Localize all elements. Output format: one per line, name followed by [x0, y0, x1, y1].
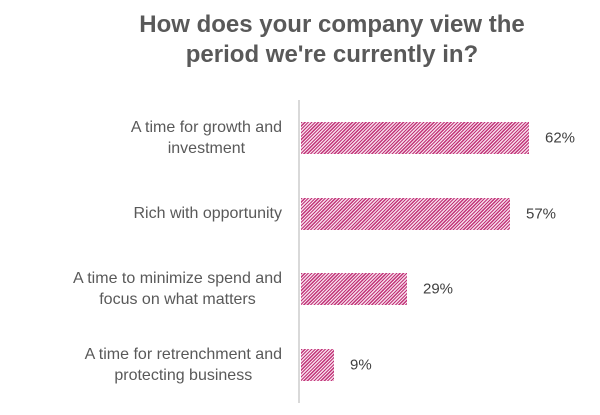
chart-row: A time to minimize spend and focus on wha…: [0, 252, 600, 328]
bar: [301, 197, 510, 230]
chart-row: A time for retrenchment and protecting bu…: [0, 327, 600, 403]
category-axis-line: [298, 100, 300, 403]
bar: [301, 349, 334, 382]
category-label-text: Rich with opportunity: [133, 205, 282, 223]
value-label: 9%: [350, 356, 372, 374]
category-label: A time to minimize spend and focus on wha…: [0, 252, 282, 328]
value-label: 62%: [545, 129, 576, 147]
chart-title-line1: How does your company view the: [139, 11, 525, 38]
category-label-text: A time for growth and investment: [130, 118, 282, 157]
category-label: A time for growth and investment: [0, 100, 282, 176]
chart-title: How does your company view the period we…: [64, 10, 600, 70]
chart-row: Rich with opportunity 57%: [0, 176, 600, 252]
category-label-text: A time to minimize spend and focus on wha…: [73, 270, 282, 309]
category-label-text: A time for retrenchment and protecting bu…: [84, 346, 282, 385]
value-label: 29%: [423, 280, 454, 298]
bar: [301, 273, 407, 306]
value-label: 57%: [526, 205, 557, 223]
bar: [301, 121, 529, 154]
plot-area: A time for growth and investment 62% Rich w…: [0, 100, 600, 403]
chart-title-line2: period we're currently in?: [185, 41, 479, 68]
category-label: Rich with opportunity: [0, 176, 282, 252]
category-label: A time for retrenchment and protecting bu…: [0, 327, 282, 403]
chart-row: A time for growth and investment 62%: [0, 100, 600, 176]
